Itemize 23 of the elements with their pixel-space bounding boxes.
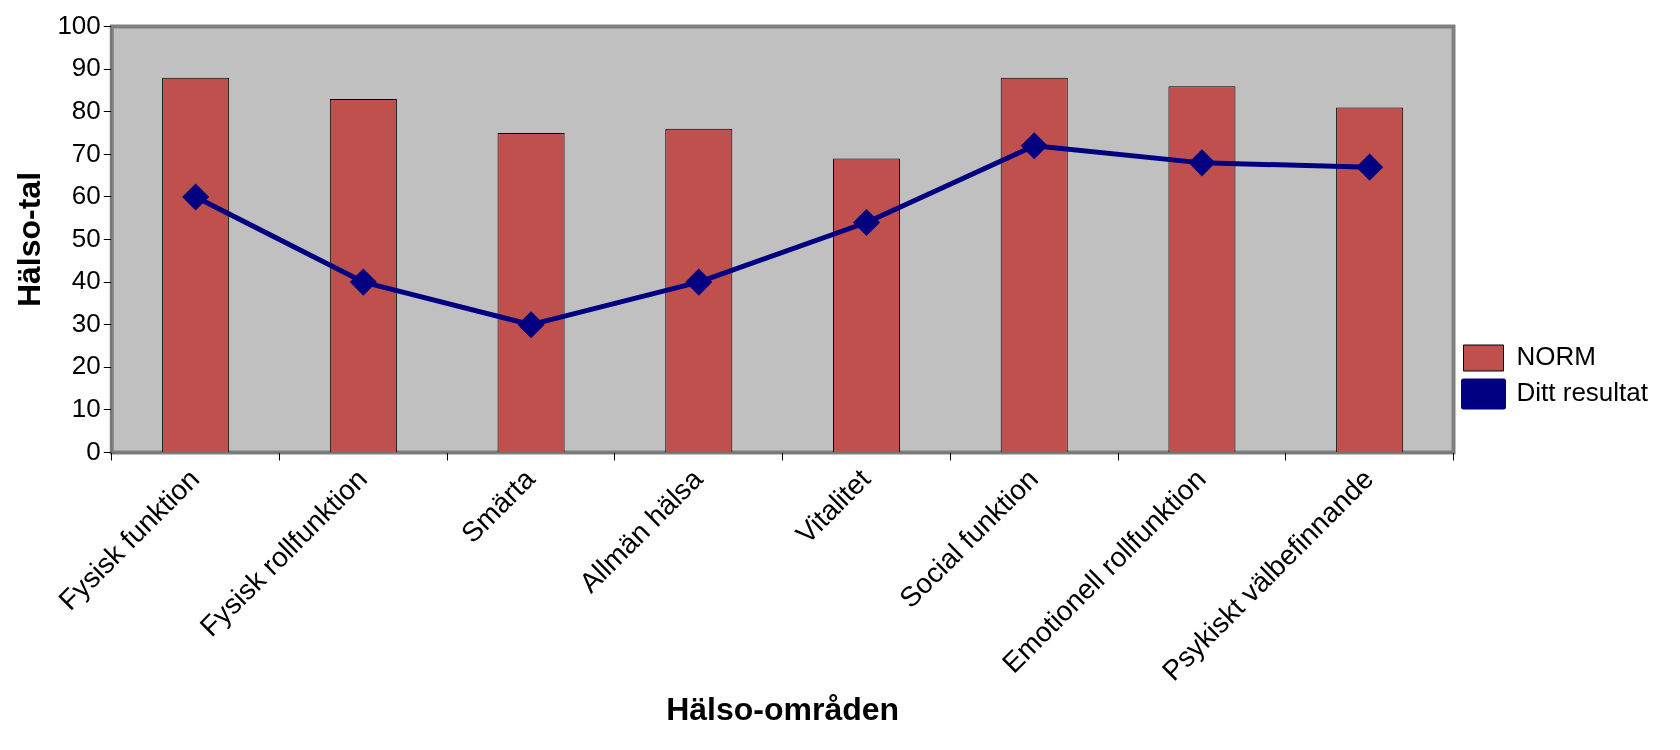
y-tick-label: 10 bbox=[71, 393, 101, 424]
y-tick-label: 70 bbox=[71, 137, 101, 168]
y-tick-label: 90 bbox=[71, 52, 101, 83]
y-tick-label: 20 bbox=[71, 350, 101, 381]
legend-label: NORM bbox=[1516, 341, 1596, 372]
y-tick-label: 80 bbox=[71, 94, 101, 125]
point bbox=[1021, 133, 1047, 159]
point bbox=[350, 269, 376, 295]
y-tick-label: 100 bbox=[57, 9, 101, 40]
point bbox=[686, 269, 712, 295]
y-tick-label: 40 bbox=[71, 265, 101, 296]
y-tick-label: 30 bbox=[71, 307, 101, 338]
point bbox=[1189, 150, 1215, 176]
point bbox=[1357, 154, 1383, 180]
legend-label: Ditt resultat bbox=[1516, 377, 1649, 408]
y-axis-title: Hälso-tal bbox=[11, 171, 48, 308]
x-axis-title: Hälso-områden bbox=[666, 690, 900, 727]
point bbox=[183, 184, 209, 210]
point bbox=[854, 209, 880, 235]
y-tick-label: 50 bbox=[71, 222, 101, 253]
point bbox=[518, 312, 544, 338]
y-tick-label: 0 bbox=[86, 435, 101, 466]
y-tick-label: 60 bbox=[71, 180, 101, 211]
